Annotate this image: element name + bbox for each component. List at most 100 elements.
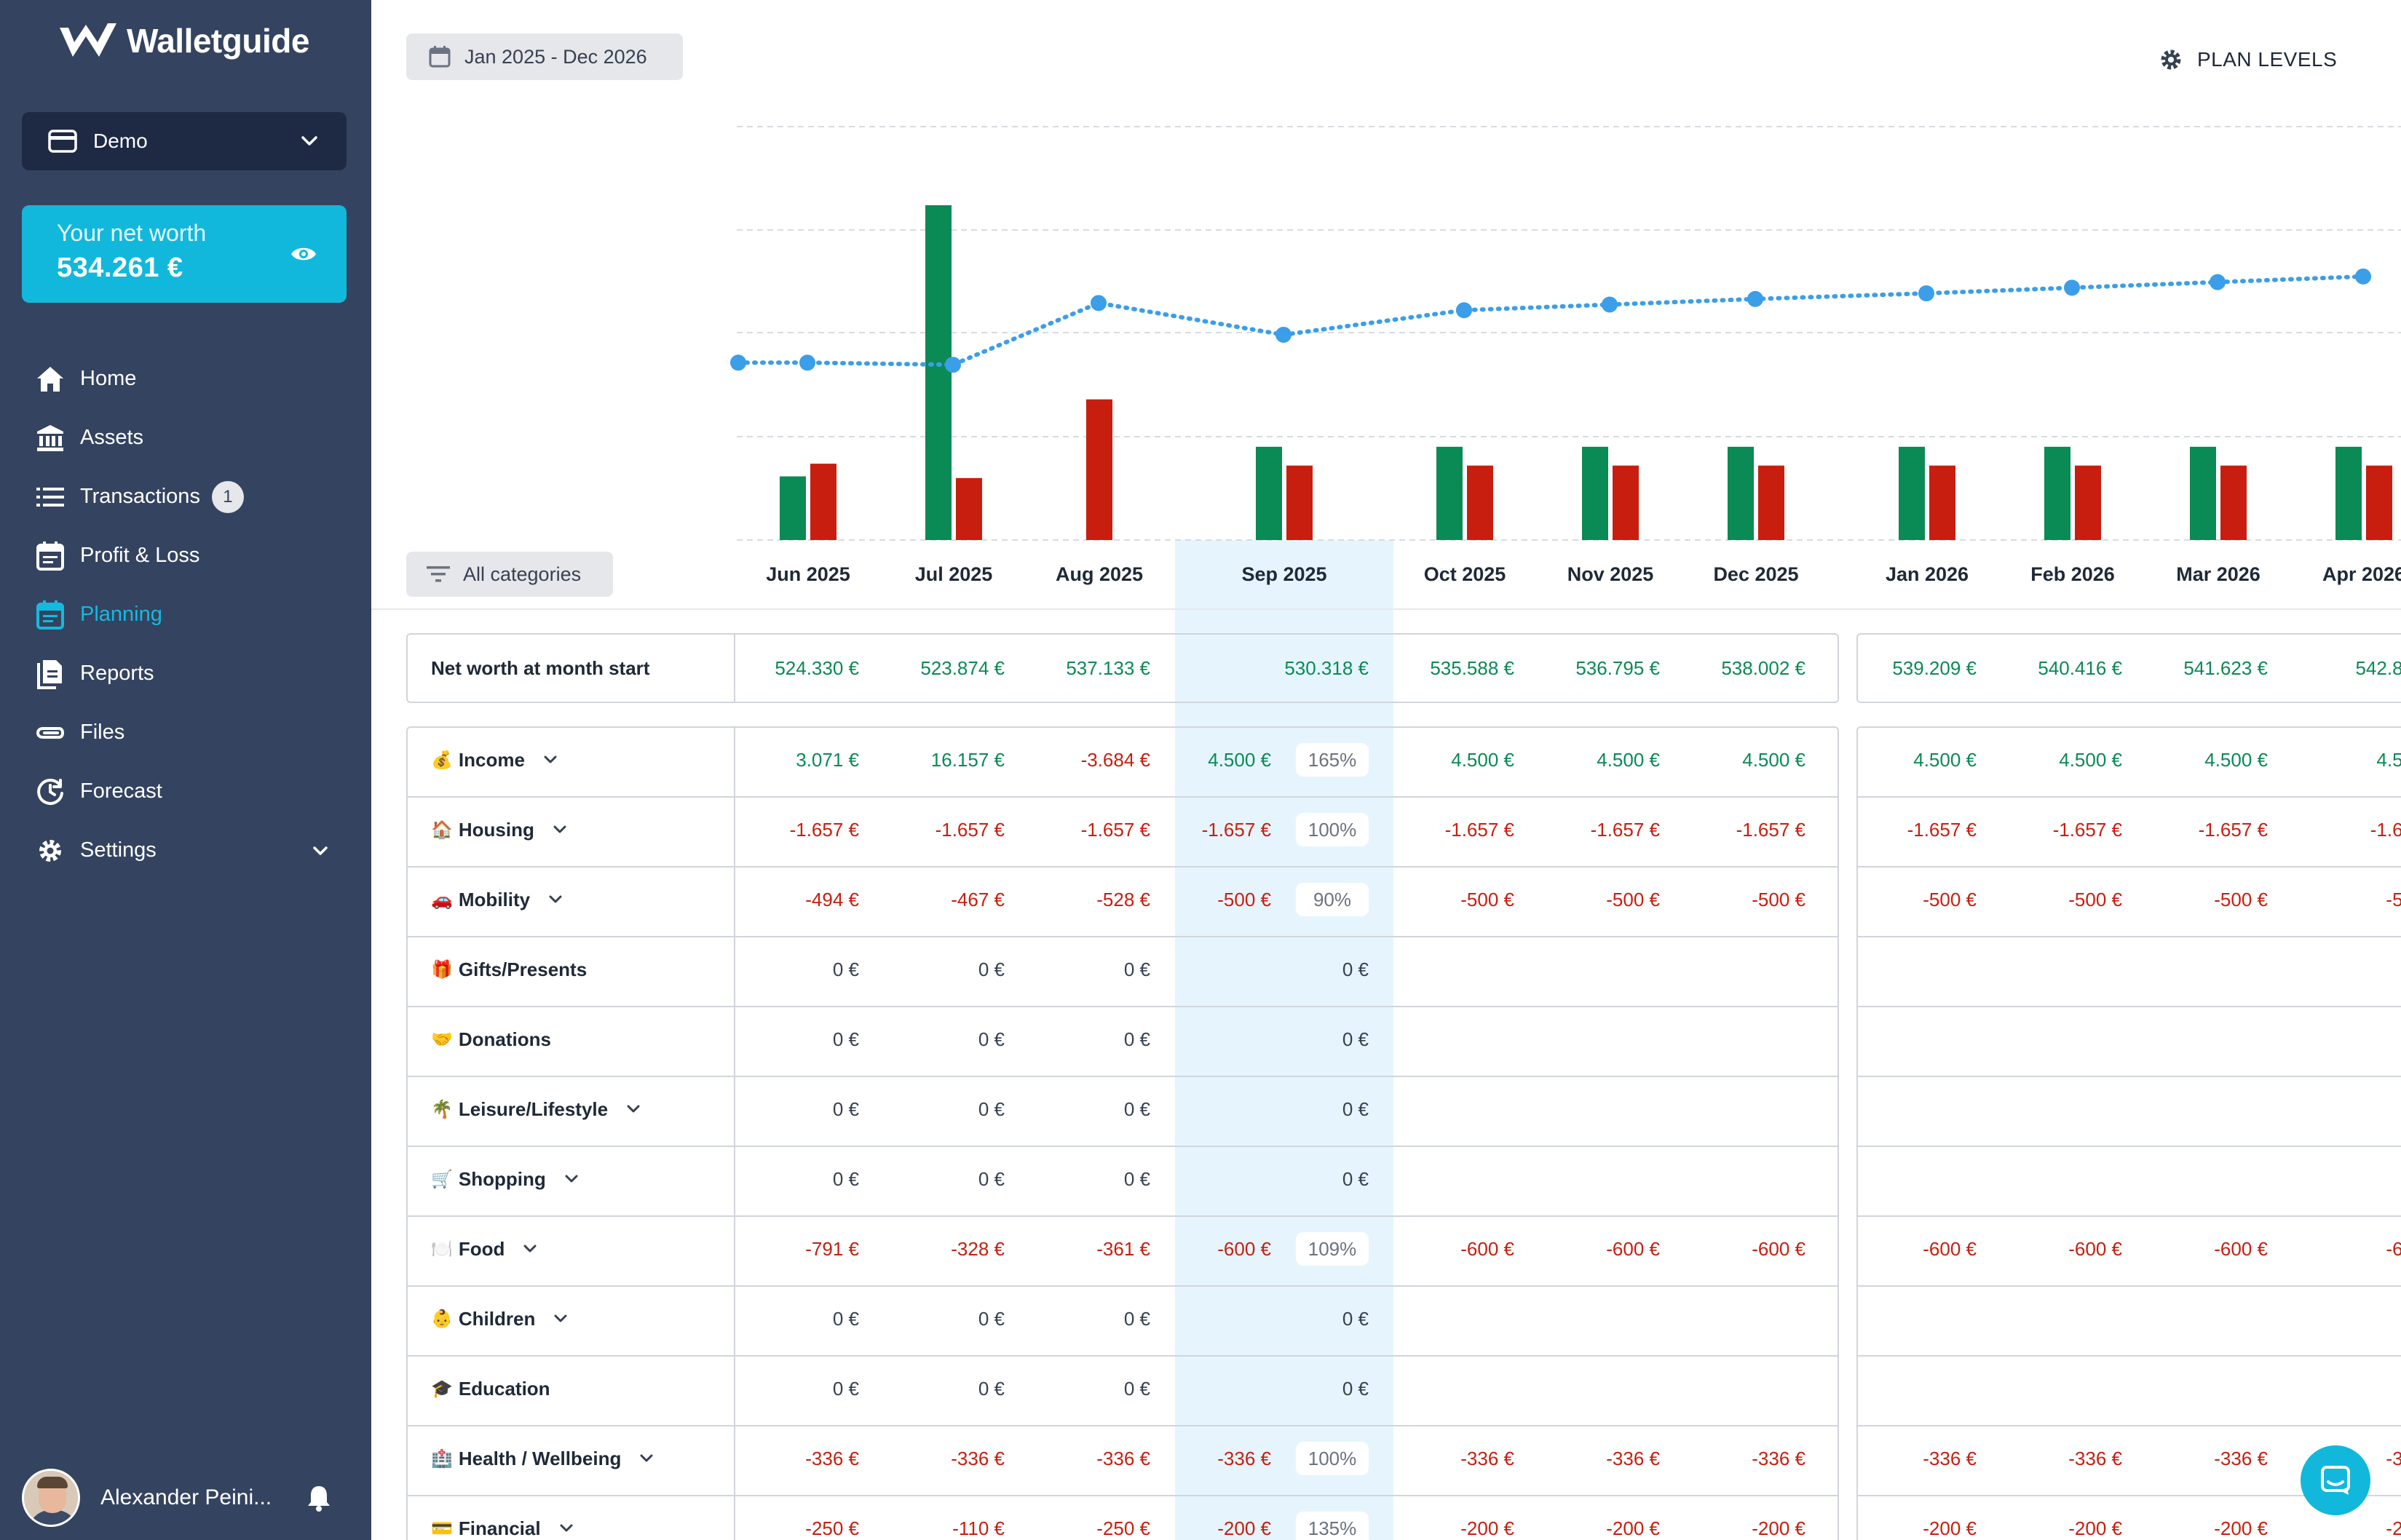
nav-item-planning[interactable]: Planning [0,585,371,644]
category-cell[interactable]: -250 € [805,1517,859,1539]
category-cell[interactable]: -50 [2386,889,2401,910]
category-cell[interactable]: -1.657 € [2052,819,2122,841]
category-cell[interactable]: -361 € [1096,1238,1150,1260]
category-cell[interactable]: -200 € [1460,1517,1514,1539]
category-cell[interactable]: -250 € [1096,1517,1150,1539]
month-header[interactable]: Oct 2025 [1423,563,1506,585]
nav-item-files[interactable]: Files [0,703,371,762]
category-cell[interactable]: -200 € [1752,1517,1805,1539]
category-cell[interactable]: -1.657 € [2198,819,2268,841]
category-cell[interactable]: -528 € [1096,889,1150,910]
category-cell[interactable]: 4.50 [2376,749,2401,771]
category-cell[interactable]: 0 € [1123,1168,1150,1190]
category-cell[interactable]: 0 € [832,1028,859,1050]
category-row-financial[interactable]: 💳 Financial [431,1514,576,1540]
category-cell[interactable]: -600 € [1923,1238,1977,1260]
category-cell[interactable]: -500 € [1606,889,1660,910]
category-cell[interactable]: -336 € [2068,1448,2122,1469]
category-cell[interactable]: 16.157 € [930,749,1005,771]
chat-button[interactable] [2301,1445,2370,1515]
month-header[interactable]: Feb 2026 [2030,563,2115,585]
category-cell[interactable]: -500 € [1752,889,1805,910]
category-cell[interactable]: 0 € [978,958,1005,980]
chevron-down-icon[interactable] [521,1239,539,1258]
category-cell[interactable]: 0 € [978,1378,1005,1400]
category-cell[interactable]: -328 € [951,1238,1005,1260]
category-cell[interactable]: -3.684 € [1080,749,1150,771]
month-header[interactable]: Jan 2026 [1885,563,1969,585]
category-cell[interactable]: 0 € [1342,1378,1369,1400]
category-cell[interactable]: -336 € [1752,1448,1805,1469]
category-cell[interactable]: -336 € [2214,1448,2268,1469]
category-cell[interactable]: -500 € [1923,889,1977,910]
category-cell[interactable]: -20 [2386,1517,2401,1539]
category-cell[interactable]: 0 € [1123,1378,1150,1400]
category-cell[interactable]: -200 € [1606,1517,1660,1539]
month-header[interactable]: Aug 2025 [1055,563,1144,585]
category-cell[interactable]: -467 € [951,889,1005,910]
category-row-income[interactable]: 💰 Income [431,745,560,774]
month-header[interactable]: Apr 2026 [2322,563,2401,585]
category-cell[interactable]: -494 € [805,889,859,910]
category-cell[interactable]: 4.500 € [1913,749,1977,771]
category-cell[interactable]: 0 € [832,1168,859,1190]
category-cell[interactable]: -500 € [1460,889,1514,910]
category-cell[interactable]: 0 € [832,958,859,980]
category-cell[interactable]: -60 [2386,1238,2401,1260]
category-row-shopping[interactable]: 🛒 Shopping [431,1164,581,1194]
category-cell[interactable]: -200 € [1217,1517,1271,1539]
chevron-down-icon[interactable] [551,1309,570,1328]
category-cell[interactable]: -600 € [1752,1238,1805,1260]
category-cell[interactable]: 4.500 € [2059,749,2122,771]
category-cell[interactable]: -1.657 € [789,819,859,841]
category-filter[interactable]: All categories [406,552,613,597]
category-cell[interactable]: -500 € [1217,889,1271,910]
category-row-leisure-lifestyle[interactable]: 🌴 Leisure/Lifestyle [431,1095,643,1124]
month-header[interactable]: Nov 2025 [1567,563,1654,585]
nav-item-assets[interactable]: Assets [0,408,371,467]
category-cell[interactable]: -500 € [2214,889,2268,910]
month-header[interactable]: Jun 2025 [766,563,850,585]
category-cell[interactable]: -200 € [2068,1517,2122,1539]
category-row-donations[interactable]: 🤝 Donations [431,1025,551,1054]
category-cell[interactable]: -1.65 [2370,819,2401,841]
category-cell[interactable]: -1.657 € [1590,819,1660,841]
category-cell[interactable]: -1.657 € [1201,819,1271,841]
category-row-food[interactable]: 🍽️ Food [431,1234,539,1263]
chevron-down-icon[interactable] [557,1519,576,1538]
month-header[interactable]: Jul 2025 [914,563,993,585]
category-cell[interactable]: 0 € [832,1378,859,1400]
category-cell[interactable]: -600 € [2068,1238,2122,1260]
category-cell[interactable]: 0 € [1123,1098,1150,1120]
category-cell[interactable]: -336 € [951,1448,1005,1469]
category-cell[interactable]: -600 € [1460,1238,1514,1260]
month-header[interactable]: Dec 2025 [1713,563,1799,585]
category-cell[interactable]: 0 € [832,1308,859,1330]
eye-icon[interactable] [290,242,317,266]
user-profile[interactable]: Alexander Peini... [22,1469,349,1527]
category-cell[interactable]: 0 € [832,1098,859,1120]
category-cell[interactable]: 0 € [978,1098,1005,1120]
app-logo[interactable]: Walletguide [57,20,309,61]
category-cell[interactable]: -110 € [952,1517,1005,1539]
category-cell[interactable]: -600 € [2214,1238,2268,1260]
category-cell[interactable]: 4.500 € [1208,749,1271,771]
chevron-down-icon[interactable] [562,1170,581,1188]
category-cell[interactable]: 4.500 € [2204,749,2268,771]
category-cell[interactable]: -336 € [1460,1448,1514,1469]
bell-icon[interactable] [304,1483,333,1512]
category-cell[interactable]: 0 € [978,1028,1005,1050]
category-cell[interactable]: -336 € [1096,1448,1150,1469]
chevron-down-icon[interactable] [541,750,560,769]
category-cell[interactable]: -600 € [1606,1238,1660,1260]
category-cell[interactable]: -336 € [1606,1448,1660,1469]
category-row-education[interactable]: 🎓 Education [431,1374,550,1403]
plan-levels-button[interactable]: PLAN LEVELS [2158,47,2337,73]
category-cell[interactable]: -791 € [805,1238,859,1260]
category-cell[interactable]: -200 € [2214,1517,2268,1539]
category-cell[interactable]: 4.500 € [1742,749,1805,771]
category-row-children[interactable]: 👶 Children [431,1304,570,1333]
category-cell[interactable]: 0 € [1123,1028,1150,1050]
chevron-down-icon[interactable] [624,1100,643,1119]
category-cell[interactable]: 4.500 € [1451,749,1514,771]
